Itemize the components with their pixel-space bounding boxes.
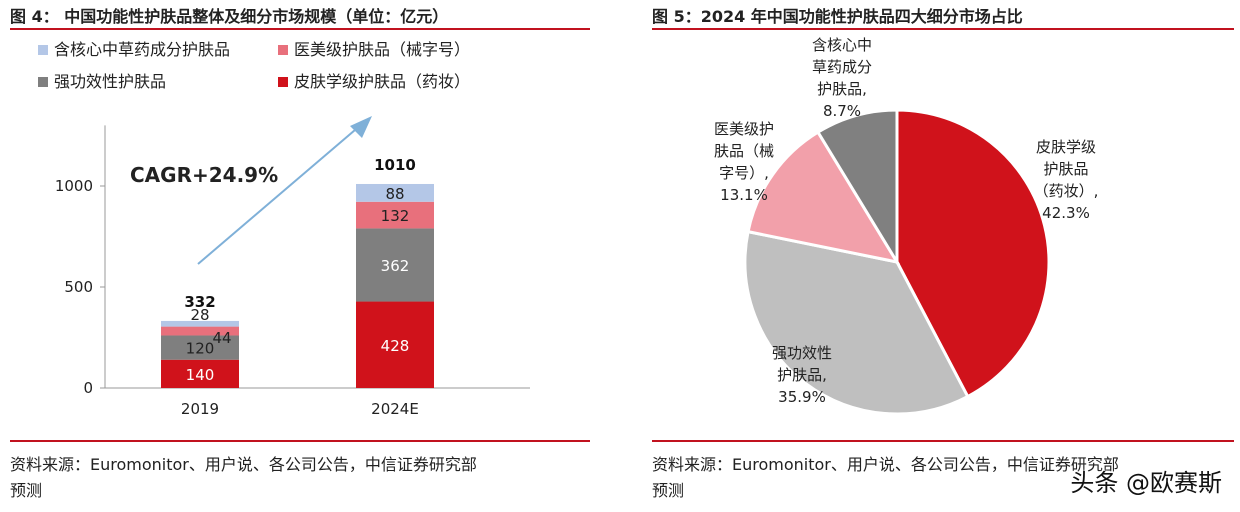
pie-label-line: 8.7% xyxy=(823,102,861,120)
bar-value-label: 120 xyxy=(186,340,215,358)
pie-slice-label: 含核心中草药成分护肤品, 8.7% xyxy=(812,36,872,120)
bar-segment xyxy=(161,335,239,360)
bar-value-label: 44 xyxy=(212,329,231,347)
pie-label-line: 护肤品 xyxy=(1043,160,1088,178)
pie-slice-label: 皮肤学级护肤品 （药妆）, 42.3% xyxy=(1034,138,1099,222)
pie-label-line: 皮肤学级 xyxy=(1036,138,1096,156)
bar-chart: 含核心中草药成分护肤品 医美级护肤品（械字号） 强功效性护肤品 皮肤学级护肤品（药妆）… xyxy=(38,40,530,418)
pie-label-line: 护肤品, xyxy=(817,80,867,98)
pie-label-line: （药妆）, xyxy=(1034,182,1099,200)
bar-value-label: 362 xyxy=(381,257,410,275)
pie-label-line: 医美级护 xyxy=(714,120,774,138)
pie-label-line: 含核心中 xyxy=(812,36,872,54)
pie-label-line: 护肤品, xyxy=(777,366,827,384)
pie-label-line: 13.1% xyxy=(720,186,768,204)
bar-segment xyxy=(356,201,434,229)
pie-slice xyxy=(743,229,970,416)
bar-segment xyxy=(161,359,239,388)
legend-swatch xyxy=(38,77,48,87)
pie-label-line: 42.3% xyxy=(1042,204,1090,222)
legend-label: 强功效性护肤品 xyxy=(54,72,166,91)
bar-segment xyxy=(161,326,239,336)
bar-segment xyxy=(356,183,434,202)
pie-slice-label: 强功效性护肤品, 35.9% xyxy=(772,344,832,406)
bar-segment xyxy=(356,228,434,302)
legend-label: 医美级护肤品（械字号） xyxy=(294,40,470,59)
pie-label-line: 草药成分 xyxy=(812,58,872,76)
right-figure-title: 图 5：2024 年中国功能性护肤品四大细分市场占比 xyxy=(652,4,1234,30)
y-tick-label: 1000 xyxy=(55,177,93,195)
pie-label-line: 35.9% xyxy=(778,388,826,406)
y-tick-label: 0 xyxy=(83,379,93,397)
bar-segment xyxy=(161,320,239,327)
left-source-line1: 资料来源：Euromonitor、用户说、各公司公告，中信证券研究部 xyxy=(10,455,477,474)
bar-value-label: 140 xyxy=(186,366,215,384)
bar-total-label: 332 xyxy=(184,293,215,311)
bar-value-label: 88 xyxy=(385,185,404,203)
legend-swatch xyxy=(278,45,288,55)
left-figure-title: 图 4： 中国功能性护肤品整体及细分市场规模（单位：亿元） xyxy=(10,4,590,30)
pie-slice xyxy=(746,130,901,265)
pie-label-line: 强功效性 xyxy=(772,344,832,362)
bar-value-label: 132 xyxy=(381,207,410,225)
left-figure: 图 4： 中国功能性护肤品整体及细分市场规模（单位：亿元） 含核心中草药成分护肤… xyxy=(10,0,590,512)
right-source-note: 资料来源：Euromonitor、用户说、各公司公告，中信证券研究部 预测 xyxy=(652,440,1234,510)
pie-label-line: 肤品（械 xyxy=(714,142,774,160)
bar-value-label: 28 xyxy=(190,306,209,324)
cagr-arrow-head xyxy=(350,116,372,138)
legend-label: 含核心中草药成分护肤品 xyxy=(54,40,230,59)
cagr-arrow-line xyxy=(197,123,363,265)
legend-swatch xyxy=(38,45,48,55)
pie-slice xyxy=(895,108,1051,399)
bar-total-label: 1010 xyxy=(374,156,416,174)
right-figure: 图 5：2024 年中国功能性护肤品四大细分市场占比 皮肤学级护肤品 （药妆）, 4… xyxy=(652,0,1234,512)
pie-label-line: 字号）, xyxy=(719,164,769,182)
y-tick-label: 500 xyxy=(64,278,93,296)
watermark-text: 头条 @欧赛斯 xyxy=(1070,469,1222,497)
bar-value-label: 428 xyxy=(381,337,410,355)
pie-chart: 皮肤学级护肤品（药妆）, 42.3%强功效性护肤品, 35.9%医美级护肤品（械字号… xyxy=(714,36,1099,416)
left-source-line2: 预测 xyxy=(10,481,43,500)
right-source-line2: 预测 xyxy=(652,481,685,500)
legend-swatch xyxy=(278,77,288,87)
right-source-line1: 资料来源：Euromonitor、用户说、各公司公告，中信证券研究部 xyxy=(652,455,1119,474)
cagr-label: CAGR+24.9% xyxy=(130,163,278,187)
x-tick-label: 2024E xyxy=(371,400,419,418)
left-source-note: 资料来源：Euromonitor、用户说、各公司公告，中信证券研究部 预测 xyxy=(10,440,590,510)
x-tick-label: 2019 xyxy=(181,400,219,418)
pie-slice-label: 医美级护肤品（械字号）, 13.1% xyxy=(714,120,774,204)
pie-slice xyxy=(815,108,899,268)
bar-segment xyxy=(356,301,434,388)
legend-label: 皮肤学级护肤品（药妆） xyxy=(294,72,470,91)
